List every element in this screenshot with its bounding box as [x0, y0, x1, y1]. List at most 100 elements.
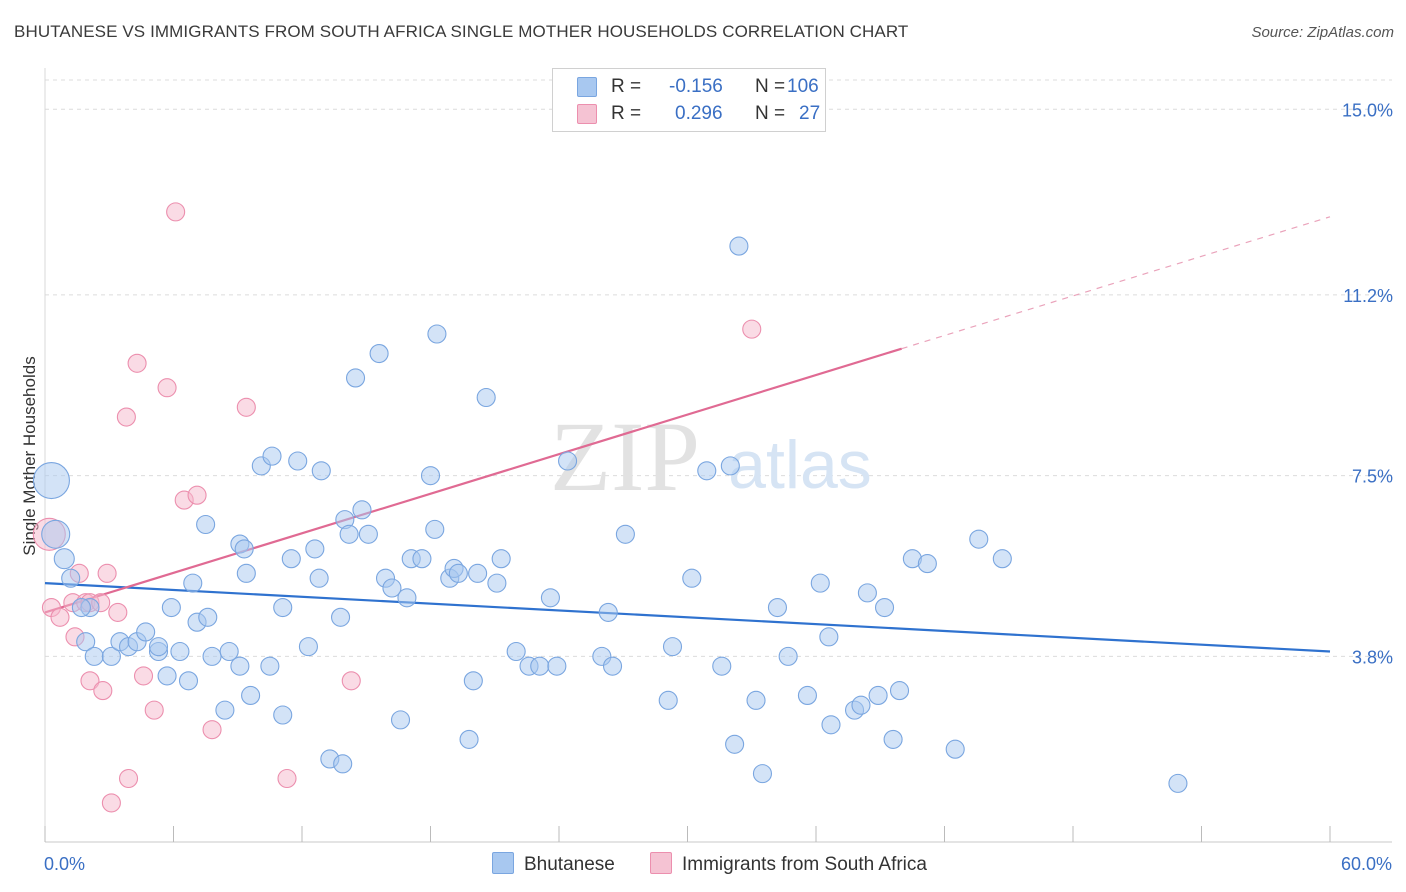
bhutanese-point-20 [183, 573, 203, 593]
bhutanese-point-92 [810, 573, 830, 593]
bhutanese-point-35 [273, 597, 293, 618]
bhutanese-point-49 [358, 524, 378, 544]
bhutanese-point-66 [476, 387, 496, 408]
immigrants-south-africa-point-10 [93, 681, 113, 701]
bhutanese-point-64 [463, 671, 483, 691]
trend-line-bhutanese [44, 582, 1331, 653]
immigrants-south-africa-point-19 [157, 378, 177, 398]
bhutanese-point-47 [345, 368, 366, 388]
trend-line-immigrants-south-africa [44, 347, 902, 614]
legend-label-bhutanese: Bhutanese [524, 854, 615, 875]
watermark: ZIP atlas [550, 401, 872, 512]
immigrants-south-africa-point-15 [101, 793, 121, 813]
bhutanese-point-33 [262, 446, 282, 466]
legend-n-value: 27 [799, 103, 821, 124]
bhutanese-point-76 [598, 602, 618, 622]
legend-r-value: -0.156 [669, 76, 723, 97]
legend-swatch-immigrants-south-africa [577, 104, 597, 124]
bhutanese-point-24 [196, 514, 216, 535]
bhutanese-point-58 [425, 519, 445, 539]
bhutanese-point-107 [1168, 773, 1188, 793]
immigrants-south-africa-point-27 [742, 319, 762, 339]
bhutanese-point-3 [61, 568, 81, 588]
bhutanese-point-48 [352, 500, 372, 520]
bhutanese-point-30 [234, 539, 254, 559]
legend-n-label: N = [755, 103, 786, 124]
y-tick-label-1: 7.5% [1352, 467, 1393, 487]
bhutanese-point-94 [821, 715, 841, 735]
bhutanese-point-82 [697, 461, 717, 481]
bhutanese-point-105 [969, 529, 989, 549]
source-attribution: Source: ZipAtlas.com [1251, 24, 1394, 41]
trend-line-immigrants-south-africa-extension [901, 216, 1331, 350]
bhutanese-point-72 [540, 588, 560, 608]
bhutanese-point-53 [390, 710, 411, 730]
bhutanese-point-43 [330, 607, 351, 627]
bhutanese-point-40 [309, 568, 329, 588]
bhutanese-point-106 [992, 549, 1012, 569]
bhutanese-point-62 [448, 563, 468, 583]
bhutanese-point-97 [857, 583, 877, 603]
immigrants-south-africa-point-12 [108, 602, 128, 622]
bhutanese-point-81 [682, 568, 702, 588]
watermark-atlas: atlas [728, 427, 872, 503]
immigrants-south-africa-point-13 [116, 407, 136, 427]
bhutanese-point-74 [558, 451, 578, 471]
immigrants-south-africa-point-2 [50, 607, 70, 627]
bhutanese-point-63 [459, 729, 479, 749]
bhutanese-point-21 [198, 607, 218, 627]
y-tick-label-3: 15.0% [1342, 100, 1393, 120]
bhutanese-point-16 [161, 597, 181, 618]
bhutanese-point-87 [746, 690, 766, 710]
chart-title: BHUTANESE VS IMMIGRANTS FROM SOUTH AFRIC… [14, 22, 909, 41]
bhutanese-point-50 [369, 343, 389, 364]
bhutanese-point-32 [260, 656, 280, 676]
legend-n-label: N = [755, 76, 786, 97]
bhutanese-point-0 [32, 461, 70, 500]
legend-n-value: 106 [787, 76, 819, 97]
bhutanese-point-7 [84, 646, 104, 666]
bhutanese-point-57 [420, 466, 441, 486]
bhutanese-point-18 [178, 671, 199, 691]
bhutanese-point-56 [412, 549, 432, 569]
bhutanese-point-27 [236, 563, 256, 583]
immigrants-south-africa-point-17 [133, 666, 154, 686]
bhutanese-point-71 [530, 656, 550, 676]
bhutanese-point-36 [281, 549, 301, 569]
bhutanese-point-90 [778, 646, 798, 666]
bhutanese-point-44 [333, 754, 353, 774]
immigrants-south-africa-point-8 [80, 671, 100, 691]
bhutanese-point-25 [219, 641, 239, 662]
x-tick-label-max: 60.0% [1340, 854, 1392, 874]
bhutanese-point-5 [71, 597, 91, 618]
legend-r-label: R = [611, 103, 642, 124]
bhutanese-point-103 [917, 554, 937, 574]
trend-lines [44, 216, 1331, 653]
bhutanese-point-6 [76, 632, 96, 652]
stats-legend: R = -0.156 N = 106 R = 0.296 N = 27 [552, 68, 826, 132]
immigrants-south-africa-point-26 [341, 671, 361, 691]
bhutanese-point-12 [136, 622, 156, 642]
bhutanese-point-77 [602, 656, 623, 676]
bhutanese-point-101 [889, 681, 910, 701]
legend-item-bhutanese: Bhutanese [492, 852, 615, 876]
points-bhutanese [32, 236, 1188, 793]
bhutanese-point-2 [53, 548, 75, 570]
bhutanese-point-1 [41, 519, 71, 549]
legend-r-value: 0.296 [675, 103, 723, 124]
bhutanese-point-86 [729, 236, 749, 256]
bhutanese-point-59 [427, 324, 447, 344]
x-tick-label-min: 0.0% [44, 854, 86, 874]
bhutanese-point-104 [945, 739, 965, 759]
legend-r-label: R = [611, 76, 642, 97]
bhutanese-point-28 [241, 685, 261, 706]
bhutanese-point-99 [874, 597, 895, 618]
bhutanese-point-65 [468, 563, 488, 583]
y-tick-label-2: 11.2% [1343, 286, 1393, 306]
bhutanese-point-34 [273, 705, 293, 725]
bhutanese-point-69 [506, 641, 526, 662]
legend-swatch-bhutanese [577, 77, 597, 97]
bhutanese-point-46 [339, 524, 359, 544]
bhutanese-point-23 [215, 700, 235, 720]
